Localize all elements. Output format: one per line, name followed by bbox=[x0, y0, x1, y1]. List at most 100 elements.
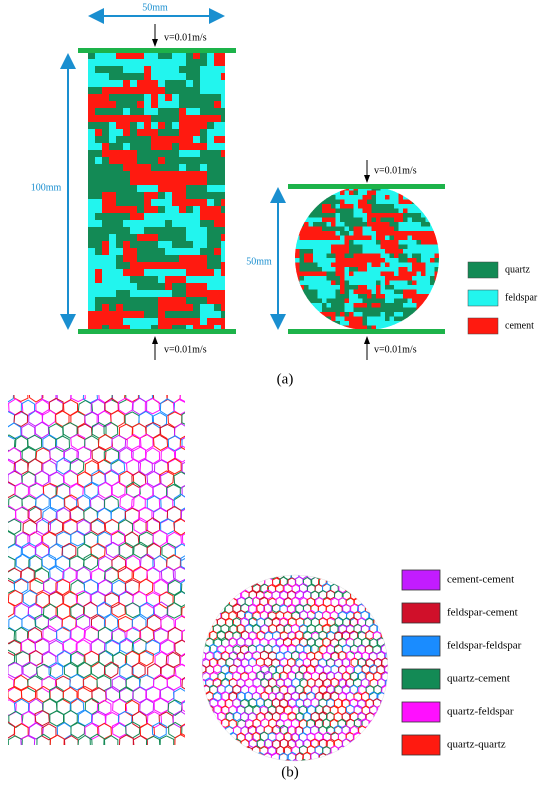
grain bbox=[434, 217, 439, 223]
grain bbox=[434, 285, 439, 291]
grain bbox=[340, 222, 346, 228]
grain bbox=[434, 298, 439, 304]
grain bbox=[389, 312, 395, 318]
grain bbox=[200, 255, 208, 263]
contact-cell bbox=[202, 678, 207, 689]
contact-cell bbox=[213, 596, 223, 607]
grain bbox=[165, 262, 173, 270]
grain bbox=[88, 80, 96, 88]
grain bbox=[353, 213, 359, 219]
grain bbox=[88, 87, 96, 95]
contact-cell bbox=[204, 718, 214, 729]
grain bbox=[130, 290, 138, 298]
grain bbox=[367, 195, 373, 201]
grain bbox=[165, 164, 173, 172]
contact-cell bbox=[49, 495, 65, 512]
contact-cell bbox=[202, 719, 207, 729]
grain bbox=[165, 143, 173, 151]
contact-cell bbox=[232, 577, 242, 588]
grain bbox=[344, 285, 350, 291]
grain bbox=[371, 195, 377, 201]
contact-cell bbox=[298, 637, 309, 648]
grain bbox=[102, 73, 110, 81]
grain bbox=[371, 289, 377, 295]
grain bbox=[130, 283, 138, 291]
grain bbox=[349, 249, 355, 255]
contact-cell bbox=[341, 577, 351, 587]
grain bbox=[371, 249, 377, 255]
grain bbox=[349, 213, 355, 219]
grain bbox=[376, 249, 382, 255]
contact-cell bbox=[90, 661, 106, 679]
grain bbox=[88, 304, 96, 312]
contact-cell bbox=[97, 458, 112, 476]
contact-cell bbox=[360, 677, 370, 689]
grain bbox=[340, 267, 346, 273]
grain bbox=[172, 325, 180, 330]
grain bbox=[425, 231, 431, 237]
grain bbox=[340, 213, 346, 219]
contact-cell bbox=[63, 735, 79, 745]
grain bbox=[349, 267, 355, 273]
contact-cell bbox=[48, 397, 64, 415]
grain bbox=[304, 316, 310, 322]
grain bbox=[179, 206, 187, 214]
grain bbox=[416, 195, 422, 201]
grain bbox=[389, 244, 395, 250]
contact-cell bbox=[8, 422, 22, 440]
grain bbox=[322, 258, 328, 264]
grain bbox=[214, 59, 222, 67]
grain bbox=[326, 213, 332, 219]
contact-cell bbox=[389, 632, 397, 641]
contact-cell bbox=[159, 663, 175, 680]
contact-cell bbox=[345, 704, 355, 715]
grain bbox=[304, 298, 310, 304]
contact-cell bbox=[353, 575, 362, 581]
contact-cell bbox=[338, 575, 347, 580]
contact-cell bbox=[373, 590, 382, 601]
contact-cell bbox=[209, 751, 218, 761]
grain bbox=[207, 241, 215, 249]
grain bbox=[123, 318, 131, 326]
grain bbox=[326, 204, 332, 210]
grain bbox=[434, 226, 439, 232]
contact-cell bbox=[202, 698, 211, 709]
grain bbox=[172, 66, 180, 74]
grain bbox=[179, 150, 187, 158]
grain bbox=[214, 220, 222, 228]
grain bbox=[403, 244, 409, 250]
grain bbox=[193, 52, 201, 60]
grain bbox=[200, 108, 208, 116]
contact-cell bbox=[76, 494, 91, 512]
grain bbox=[331, 258, 337, 264]
grain bbox=[421, 262, 427, 268]
grain bbox=[109, 52, 117, 60]
grain bbox=[144, 283, 152, 291]
grain bbox=[123, 248, 131, 256]
grain bbox=[207, 73, 215, 81]
grain bbox=[123, 325, 131, 330]
grain bbox=[335, 217, 341, 223]
grain bbox=[109, 136, 117, 144]
grain bbox=[207, 297, 215, 305]
grain bbox=[123, 220, 131, 228]
grain bbox=[380, 253, 386, 259]
grain bbox=[214, 157, 222, 165]
contact-cell bbox=[365, 725, 375, 736]
grain bbox=[109, 143, 117, 151]
grain bbox=[403, 204, 409, 210]
contact-cell bbox=[13, 395, 29, 403]
contact-cell bbox=[202, 590, 211, 601]
grain bbox=[308, 276, 314, 282]
grain bbox=[331, 289, 337, 295]
contact-cell bbox=[8, 676, 15, 693]
grain bbox=[434, 190, 439, 196]
grain bbox=[425, 289, 431, 295]
grain bbox=[130, 192, 138, 200]
grain bbox=[179, 52, 187, 60]
grain bbox=[416, 204, 422, 210]
grain bbox=[317, 222, 323, 228]
grain bbox=[299, 244, 305, 250]
grain bbox=[200, 59, 208, 67]
contact-cell bbox=[152, 434, 169, 451]
